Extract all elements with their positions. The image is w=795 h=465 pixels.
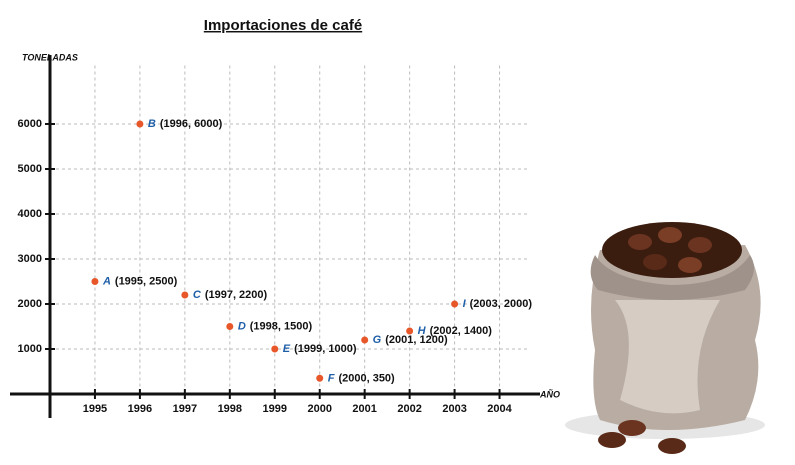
x-tick-label: 1997 <box>173 403 197 415</box>
bag-rim <box>590 255 754 300</box>
point-value-label: (2003, 2000) <box>470 298 533 310</box>
x-tick-label: 1995 <box>83 403 107 415</box>
y-tick-label: 5000 <box>18 163 42 175</box>
x-tick-label: 2004 <box>487 403 512 415</box>
point <box>451 300 459 308</box>
point-label: A (1995, 2500) <box>102 275 178 287</box>
point <box>136 120 144 128</box>
x-tick-label: 2000 <box>307 403 331 415</box>
bean <box>658 438 686 454</box>
point <box>181 291 189 299</box>
bean <box>643 254 667 270</box>
x-tick-label: 2003 <box>442 403 466 415</box>
point-value-label: (1996, 6000) <box>160 118 223 130</box>
chart-title: Importaciones de café <box>204 17 362 34</box>
point <box>361 336 369 344</box>
bean <box>618 420 646 436</box>
point-label: D (1998, 1500) <box>238 320 313 332</box>
bean <box>688 237 712 253</box>
bag-highlight <box>615 300 720 414</box>
point-value-label: (2001, 1200) <box>385 334 448 346</box>
point-value-label: (1995, 2500) <box>115 275 178 287</box>
bean <box>658 227 682 243</box>
point-label: H (2002, 1400) <box>418 325 493 337</box>
x-tick-label: 2001 <box>352 403 376 415</box>
x-tick-label: 1999 <box>263 403 287 415</box>
y-tick-label: 2000 <box>18 298 42 310</box>
grid <box>50 65 530 394</box>
point-name: G <box>373 334 382 346</box>
point-name: D <box>238 320 246 332</box>
point-value-label: (1998, 1500) <box>250 320 313 332</box>
point-name: F <box>328 372 335 384</box>
point-name: B <box>148 118 156 130</box>
point <box>316 374 324 382</box>
point-value-label: (2000, 350) <box>338 372 395 384</box>
point-label: E (1999, 1000) <box>283 343 357 355</box>
y-tick-label: 6000 <box>18 118 42 130</box>
point <box>91 278 99 285</box>
x-tick-label: 2002 <box>397 403 421 415</box>
point-label: G (2001, 1200) <box>373 334 448 346</box>
bean <box>678 257 702 273</box>
point-label: C (1997, 2200) <box>193 289 268 301</box>
y-tick-label: 4000 <box>18 208 42 220</box>
point-value-label: (1997, 2200) <box>205 289 268 301</box>
bean <box>628 234 652 250</box>
y-tick-label: 1000 <box>18 343 42 355</box>
x-tick-label: 1998 <box>218 403 242 415</box>
x-axis-label: AÑO <box>539 389 560 399</box>
point-name: I <box>463 298 467 310</box>
coffee-bag <box>565 222 765 454</box>
point-label: B (1996, 6000) <box>148 118 223 130</box>
point-name: A <box>102 275 111 287</box>
x-tick-label: 1996 <box>128 403 152 415</box>
point <box>226 323 234 330</box>
point <box>271 345 279 353</box>
point-name: E <box>283 343 291 355</box>
y-tick-label: 3000 <box>18 253 42 265</box>
point-name: H <box>418 325 427 337</box>
point-name: C <box>193 289 202 301</box>
point-value-label: (1999, 1000) <box>294 343 357 355</box>
point-label: I (2003, 2000) <box>463 298 533 310</box>
point-label: F (2000, 350) <box>328 372 395 384</box>
point <box>406 327 414 335</box>
bean <box>598 432 626 448</box>
point-value-label: (2002, 1400) <box>430 325 493 337</box>
